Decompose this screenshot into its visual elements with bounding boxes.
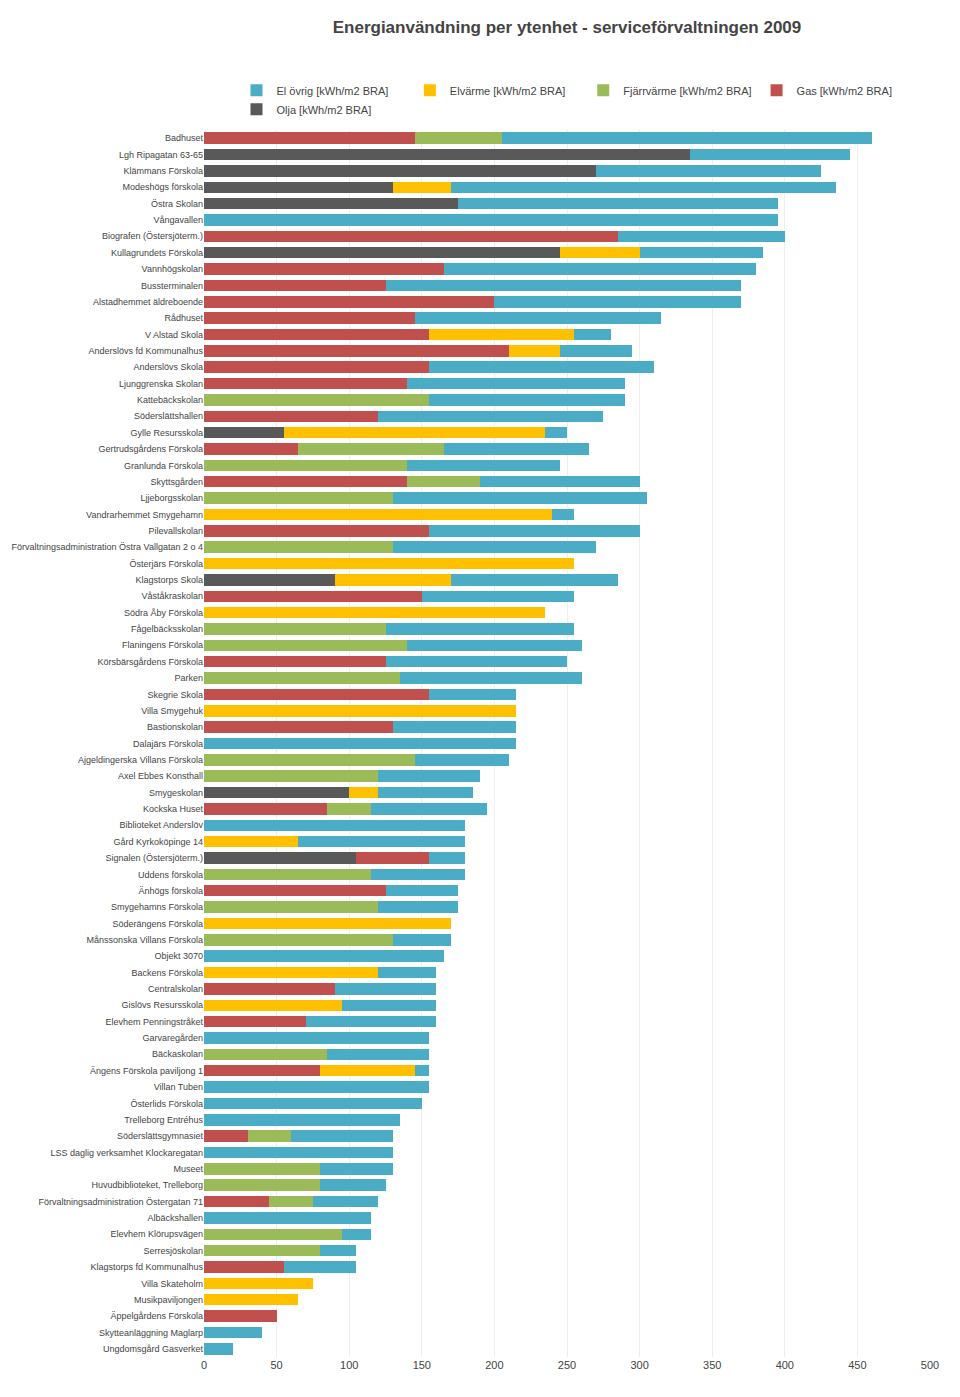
svg-text:Rådhuset: Rådhuset	[164, 313, 203, 323]
svg-text:Ljunggrenska Skolan: Ljunggrenska Skolan	[119, 379, 203, 389]
svg-text:Villa Skateholm: Villa Skateholm	[141, 1279, 203, 1289]
svg-text:Albäckshallen: Albäckshallen	[147, 1213, 203, 1223]
svg-text:Smygeskolan: Smygeskolan	[149, 788, 203, 798]
svg-text:Smygehamns Förskola: Smygehamns Förskola	[111, 902, 203, 912]
svg-text:Alstadhemmet äldreboende: Alstadhemmet äldreboende	[93, 297, 203, 307]
svg-text:Villa Smygehuk: Villa Smygehuk	[141, 706, 203, 716]
svg-text:El övrig [kWh/m2 BRA]: El övrig [kWh/m2 BRA]	[277, 85, 389, 97]
svg-text:Skegrie Skola: Skegrie Skola	[147, 690, 203, 700]
svg-text:Flaningens Förskola: Flaningens Förskola	[122, 640, 203, 650]
svg-text:Vångavallen: Vångavallen	[153, 215, 203, 225]
svg-text:500: 500	[921, 1359, 939, 1371]
svg-text:Axel Ebbes Konsthall: Axel Ebbes Konsthall	[118, 771, 203, 781]
svg-text:Söderslättshallen: Söderslättshallen	[134, 411, 203, 421]
svg-text:Gertrudsgårdens Förskola: Gertrudsgårdens Förskola	[98, 444, 203, 454]
svg-text:Elvärme [kWh/m2 BRA]: Elvärme [kWh/m2 BRA]	[450, 85, 566, 97]
svg-text:Klagstorps Skola: Klagstorps Skola	[135, 575, 203, 585]
svg-text:Östra Skolan: Östra Skolan	[151, 199, 203, 209]
svg-text:Backens Förskola: Backens Förskola	[131, 968, 203, 978]
svg-text:Ungdomsgård Gasverket: Ungdomsgård Gasverket	[103, 1344, 204, 1354]
svg-text:Bastionskolan: Bastionskolan	[147, 722, 203, 732]
svg-text:Körsbärsgårdens Förskola: Körsbärsgårdens Förskola	[97, 657, 203, 667]
svg-text:Fjärrvärme [kWh/m2 BRA]: Fjärrvärme [kWh/m2 BRA]	[623, 85, 751, 97]
svg-text:Pilevallskolan: Pilevallskolan	[148, 526, 203, 536]
svg-text:Österjärs Förskola: Österjärs Förskola	[129, 559, 203, 569]
svg-text:Gård Kyrkoköpinge 14: Gård Kyrkoköpinge 14	[113, 837, 203, 847]
svg-text:Kullagrundets Förskola: Kullagrundets Förskola	[111, 248, 203, 258]
svg-text:Änhögs förskola: Änhögs förskola	[138, 886, 203, 896]
svg-text:V Alstad Skola: V Alstad Skola	[145, 330, 203, 340]
svg-text:Dalajärs Förskola: Dalajärs Förskola	[133, 739, 203, 749]
svg-text:Fågelbäcksskolan: Fågelbäcksskolan	[131, 624, 203, 634]
svg-text:Objekt 3070: Objekt 3070	[154, 951, 203, 961]
svg-text:Skyttsgården: Skyttsgården	[150, 477, 203, 487]
svg-text:Biblioteket Anderslöv: Biblioteket Anderslöv	[119, 820, 203, 830]
svg-text:Huvudbiblioteket, Trelleborg: Huvudbiblioteket, Trelleborg	[91, 1180, 203, 1190]
svg-text:Förvaltningsadministration Öst: Förvaltningsadministration Östergatan 71	[38, 1197, 203, 1207]
svg-text:Signalen (Östersjöterm.): Signalen (Östersjöterm.)	[105, 853, 203, 863]
svg-text:Vannhögskolan: Vannhögskolan	[142, 264, 203, 274]
svg-text:Modeshögs förskola: Modeshögs förskola	[122, 182, 203, 192]
svg-text:Trelleborg Entréhus: Trelleborg Entréhus	[124, 1115, 203, 1125]
svg-text:Anderslövs Skola: Anderslövs Skola	[133, 362, 203, 372]
svg-text:Centralskolan: Centralskolan	[148, 984, 203, 994]
svg-text:Vandrarhemmet Smygehamn: Vandrarhemmet Smygehamn	[86, 510, 203, 520]
svg-text:Äppelgårdens Förskola: Äppelgårdens Förskola	[110, 1311, 203, 1321]
svg-text:350: 350	[703, 1359, 721, 1371]
svg-text:Serresjöskolan: Serresjöskolan	[143, 1246, 203, 1256]
svg-text:LSS daglig verksamhet Klockare: LSS daglig verksamhet Klockaregatan	[50, 1148, 203, 1158]
svg-text:50: 50	[270, 1359, 282, 1371]
svg-text:Klämmans Förskola: Klämmans Förskola	[123, 166, 203, 176]
svg-text:Skytteanläggning Maglarp: Skytteanläggning Maglarp	[99, 1328, 203, 1338]
svg-text:200: 200	[485, 1359, 503, 1371]
svg-text:Ajgeldingerska Villans Förskol: Ajgeldingerska Villans Förskola	[78, 755, 203, 765]
svg-text:Söderängens Förskola: Söderängens Förskola	[112, 919, 203, 929]
svg-text:Förvaltningsadministration Öst: Förvaltningsadministration Östra Vallgat…	[12, 542, 203, 552]
svg-text:150: 150	[413, 1359, 431, 1371]
svg-text:Parken: Parken	[174, 673, 203, 683]
svg-text:100: 100	[340, 1359, 358, 1371]
svg-text:Anderslövs fd Kommunalhus: Anderslövs fd Kommunalhus	[88, 346, 203, 356]
svg-text:Uddens förskola: Uddens förskola	[138, 870, 203, 880]
svg-text:Gylle Resursskola: Gylle Resursskola	[130, 428, 203, 438]
svg-text:Garvaregården: Garvaregården	[142, 1033, 203, 1043]
svg-text:Bäckaskolan: Bäckaskolan	[152, 1049, 203, 1059]
svg-text:Ljjeborgsskolan: Ljjeborgsskolan	[140, 493, 203, 503]
svg-text:Museet: Museet	[173, 1164, 203, 1174]
svg-text:Badhuset: Badhuset	[165, 133, 204, 143]
svg-text:Elevhem Klörupsvägen: Elevhem Klörupsvägen	[110, 1229, 203, 1239]
svg-text:Olja [kWh/m2 BRA]: Olja [kWh/m2 BRA]	[277, 104, 372, 116]
svg-text:Gislövs Resursskola: Gislövs Resursskola	[121, 1000, 203, 1010]
svg-text:300: 300	[630, 1359, 648, 1371]
svg-text:Kockska Huset: Kockska Huset	[143, 804, 204, 814]
svg-text:Våståkraskolan: Våståkraskolan	[141, 591, 203, 601]
svg-text:450: 450	[848, 1359, 866, 1371]
svg-text:400: 400	[776, 1359, 794, 1371]
svg-text:Lgh Ripagatan 63-65: Lgh Ripagatan 63-65	[119, 150, 203, 160]
svg-text:Söderslättsgymnasiet: Söderslättsgymnasiet	[117, 1131, 204, 1141]
svg-text:Granlunda Förskola: Granlunda Förskola	[124, 461, 203, 471]
svg-text:Kattebäckskolan: Kattebäckskolan	[137, 395, 203, 405]
svg-text:Gas [kWh/m2 BRA]: Gas [kWh/m2 BRA]	[797, 85, 892, 97]
svg-text:Energianvändning per ytenhet -: Energianvändning per ytenhet - servicefö…	[333, 18, 802, 37]
svg-text:Bussterminalen: Bussterminalen	[141, 281, 203, 291]
svg-text:250: 250	[558, 1359, 576, 1371]
svg-text:Ängens Förskola paviljong 1: Ängens Förskola paviljong 1	[90, 1066, 203, 1076]
svg-text:Österlids Förskola: Österlids Förskola	[130, 1099, 203, 1109]
svg-text:Musikpaviljongen: Musikpaviljongen	[134, 1295, 203, 1305]
svg-text:Månssonska Villans Förskola: Månssonska Villans Förskola	[87, 935, 203, 945]
svg-text:Elevhem Penningstråket: Elevhem Penningstråket	[105, 1017, 203, 1027]
svg-text:Biografen (Östersjöterm.): Biografen (Östersjöterm.)	[102, 231, 203, 241]
svg-text:Södra Åby Förskola: Södra Åby Förskola	[124, 608, 203, 618]
svg-text:Klagstorps fd Kommunalhus: Klagstorps fd Kommunalhus	[90, 1262, 203, 1272]
svg-text:0: 0	[201, 1359, 207, 1371]
svg-text:Villan Tuben: Villan Tuben	[154, 1082, 203, 1092]
